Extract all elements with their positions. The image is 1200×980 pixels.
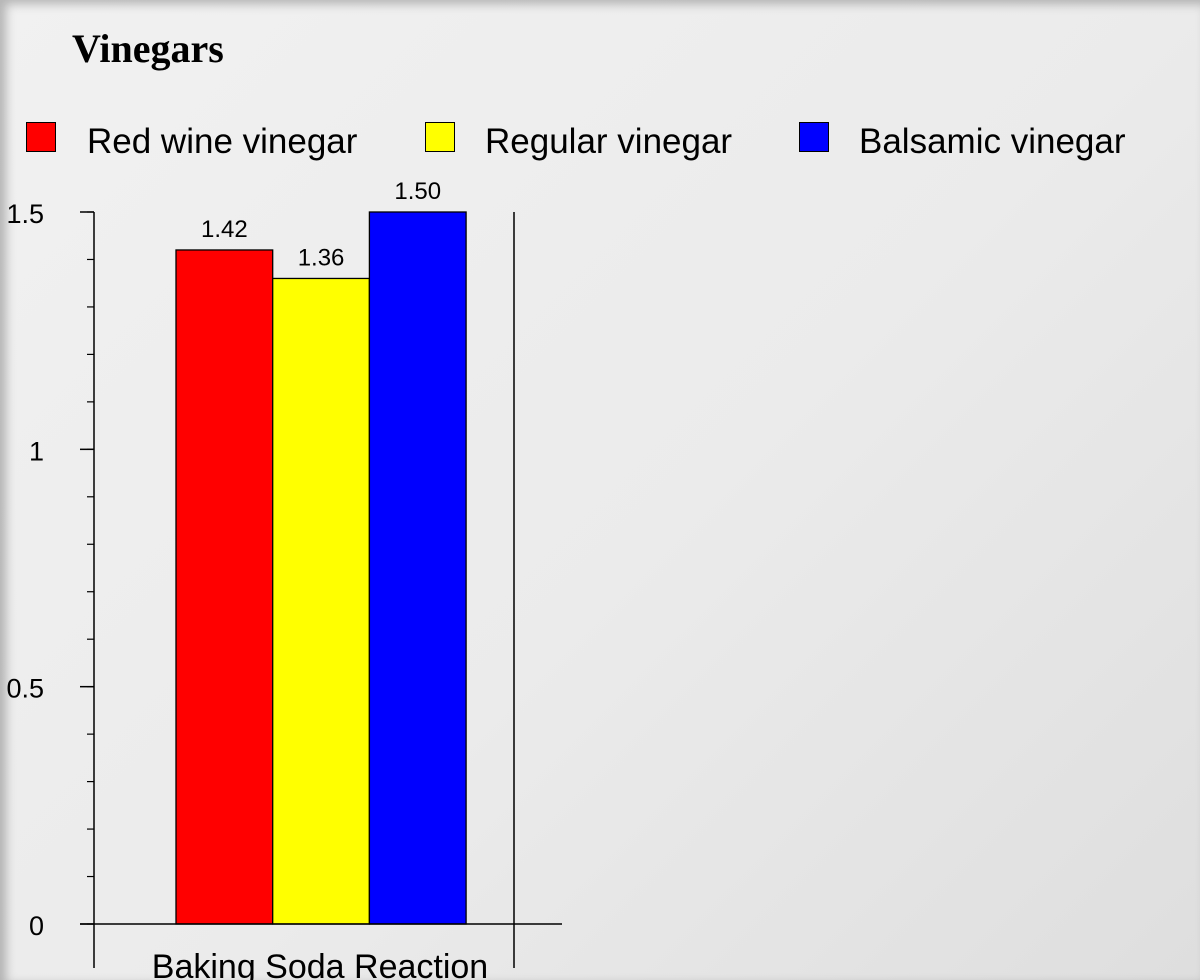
bar-1 <box>175 249 274 925</box>
bars <box>175 211 467 925</box>
y-tick-label: 1 <box>29 436 44 466</box>
x-category-label: Baking Soda Reaction <box>152 948 488 980</box>
bar-value-label: 1.36 <box>298 244 345 271</box>
chart-title: Vinegars <box>72 26 224 71</box>
data-labels: 1.42 1.36 1.50 <box>201 178 441 271</box>
legend-swatch-balsamic <box>799 122 829 152</box>
legend-label-red-wine: Red wine vinegar <box>87 122 358 161</box>
legend-label-balsamic: Balsamic vinegar <box>859 122 1126 161</box>
bar-3 <box>368 211 467 925</box>
y-tick-label: 1.5 <box>6 199 44 229</box>
y-tick-label: 0.5 <box>6 674 44 704</box>
y-axis: 0 0.5 1 1.5 <box>6 199 515 968</box>
legend-swatch-regular <box>425 122 455 152</box>
legend-swatch-red-wine <box>26 122 56 152</box>
legend-label-regular: Regular vinegar <box>485 122 733 161</box>
y-tick-label: 0 <box>29 911 44 941</box>
legend: Red wine vinegar Regular vinegar Balsami… <box>0 118 1200 168</box>
x-axis: Baking Soda Reaction <box>80 923 562 980</box>
bar-value-label: 1.50 <box>394 178 441 205</box>
bar-value-label: 1.42 <box>201 216 248 243</box>
bar-2 <box>272 277 371 925</box>
